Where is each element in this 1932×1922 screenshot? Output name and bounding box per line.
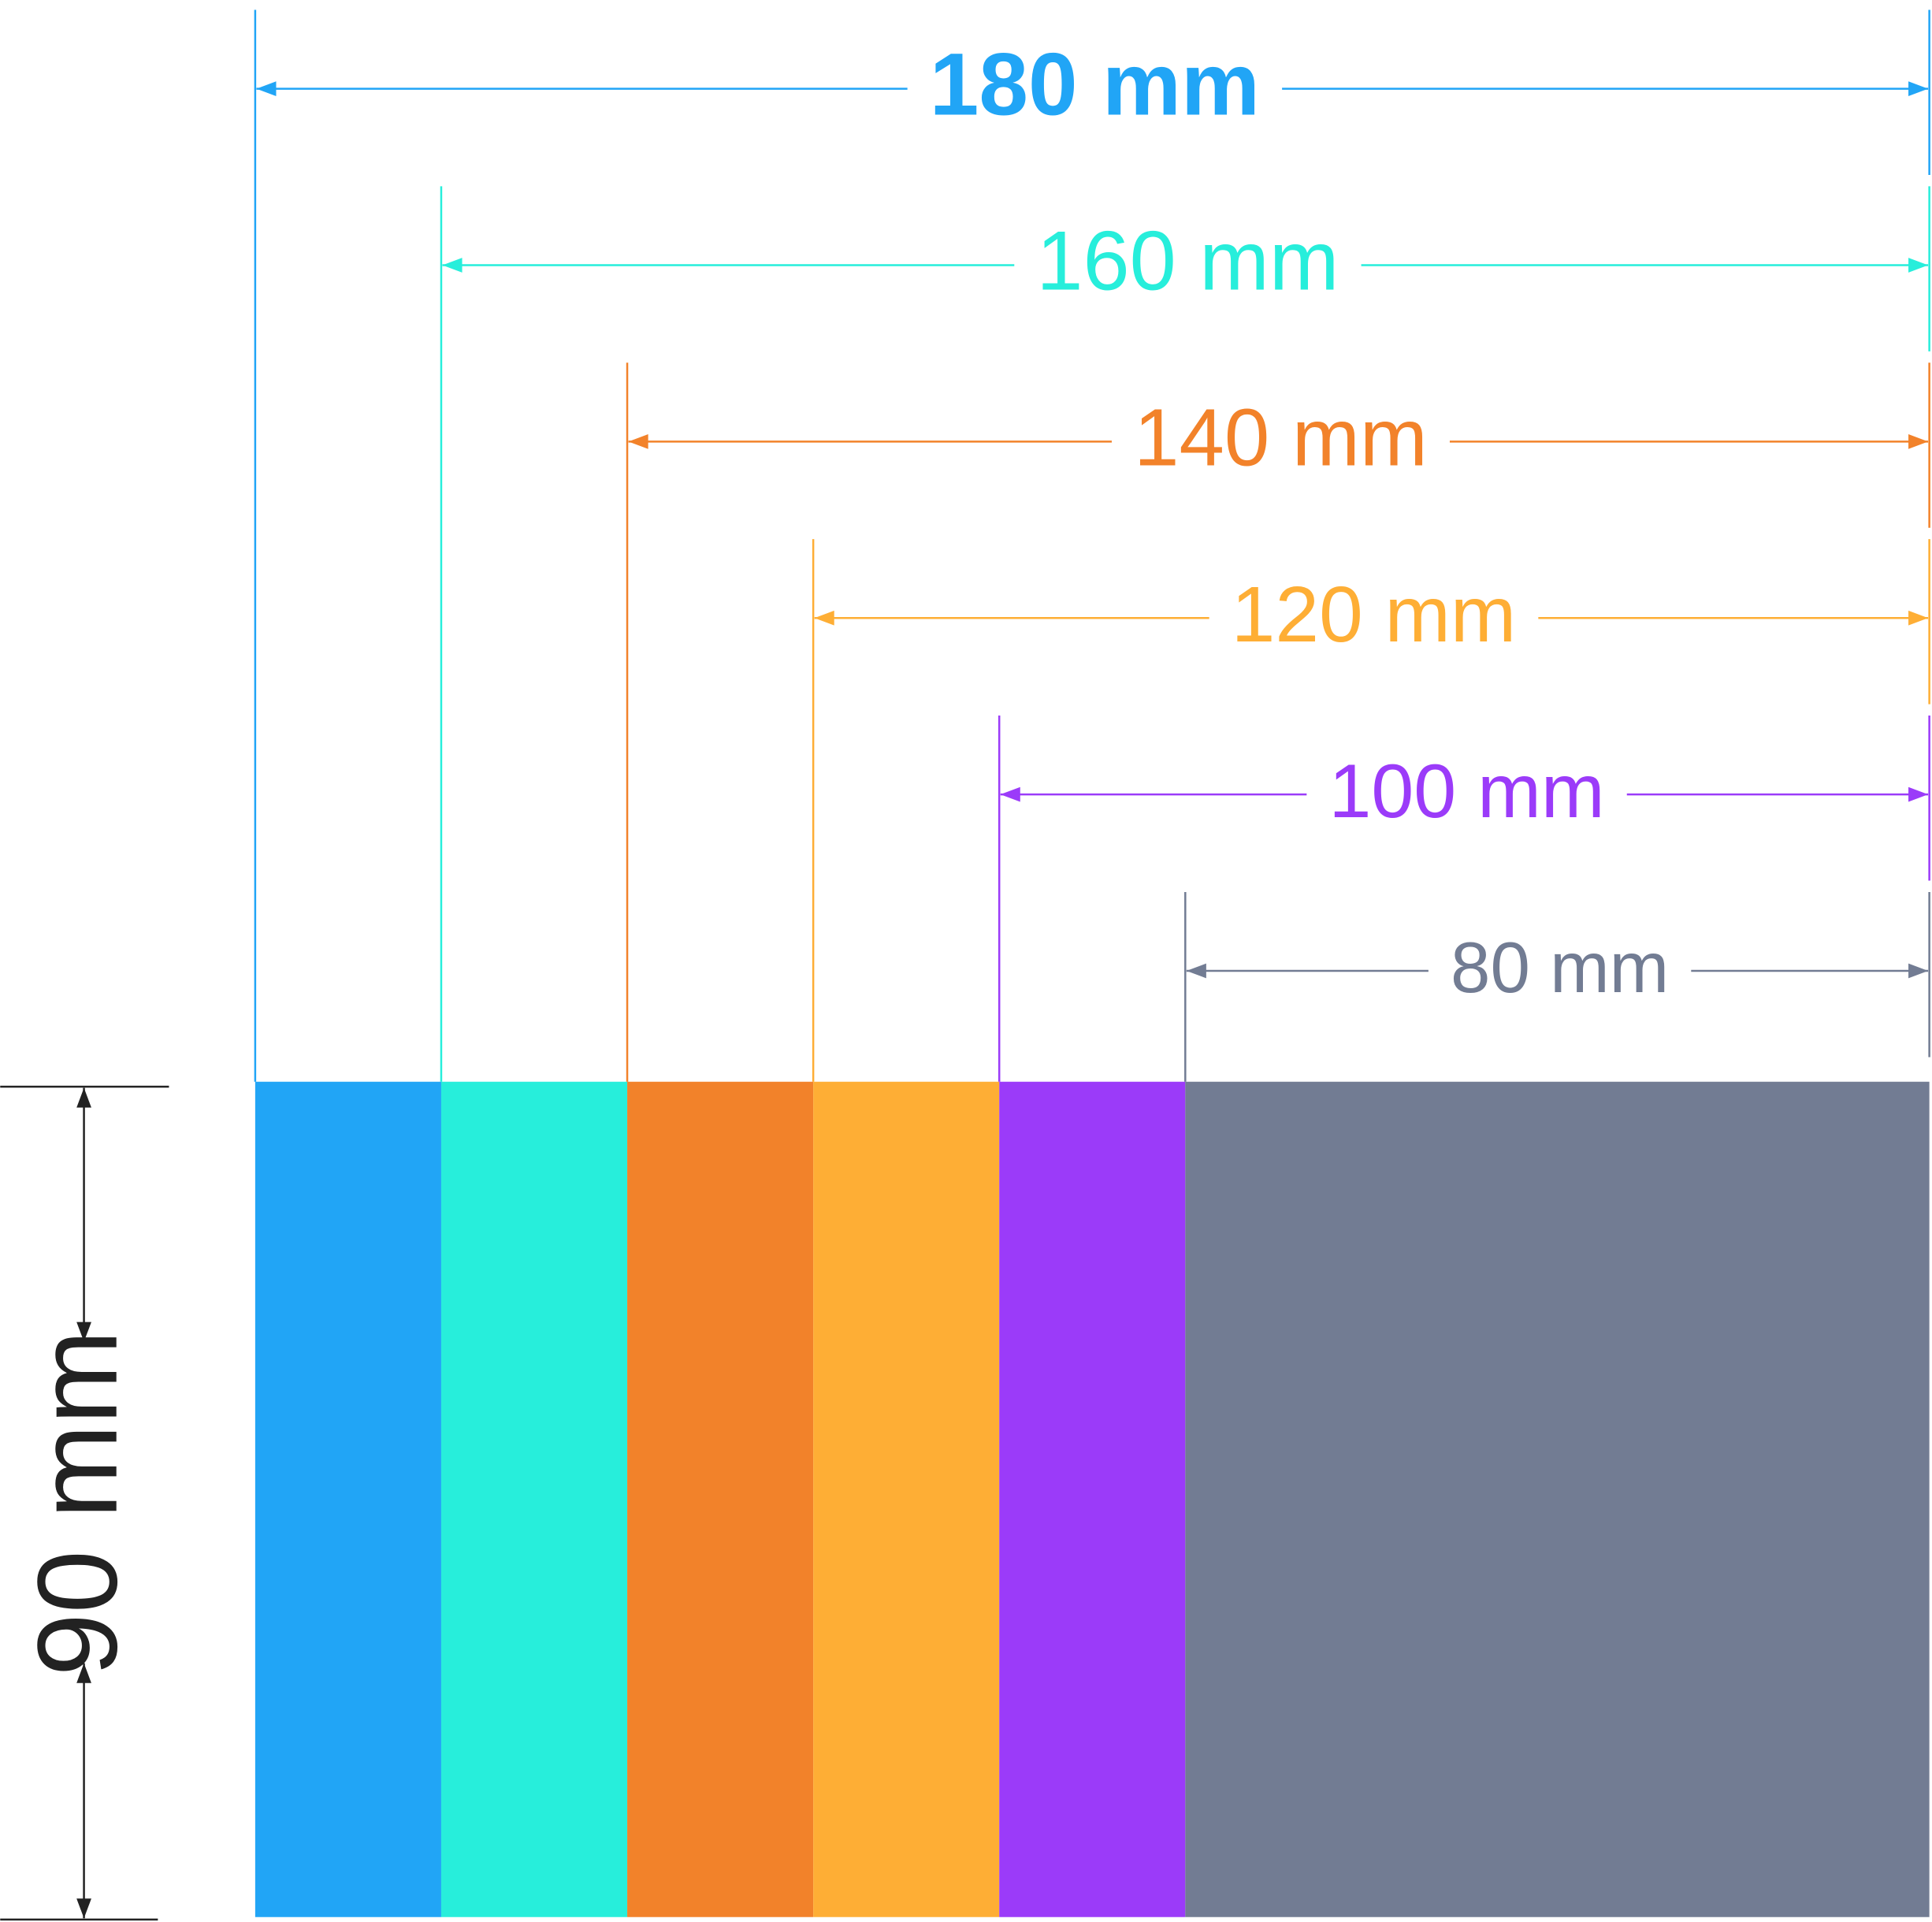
arrow-head (76, 1898, 91, 1919)
arrow-head (1908, 81, 1929, 96)
arrow-head (1186, 963, 1206, 979)
arrow-head (628, 433, 648, 449)
size-block (999, 1081, 1186, 1917)
arrow-head (76, 1087, 91, 1108)
arrow-head (1000, 786, 1020, 802)
size-block (813, 1081, 1000, 1917)
dimension-label: 120 mm (1232, 571, 1516, 659)
arrow-head (1908, 786, 1929, 802)
arrow-head (1908, 610, 1929, 626)
label-background (1428, 963, 1692, 979)
arrow-head (1908, 963, 1929, 979)
label-background (1111, 433, 1450, 449)
dimension-label: 180 mm (930, 34, 1260, 133)
dimension-label: 140 mm (1134, 392, 1428, 483)
dimension-label: 80 mm (1451, 928, 1669, 1008)
arrow-head (76, 1322, 91, 1342)
dimension-label: 160 mm (1036, 214, 1339, 308)
arrow-head (256, 81, 277, 96)
arrow-head (1908, 433, 1929, 449)
dimension-label: 100 mm (1328, 748, 1604, 834)
label-background (1306, 786, 1627, 802)
size-block (1185, 1081, 1930, 1917)
label-background (1209, 610, 1539, 626)
size-block (440, 1081, 628, 1917)
label-background (907, 81, 1283, 96)
arrow-head (76, 1663, 91, 1683)
label-background (1014, 258, 1362, 273)
arrow-head (814, 610, 834, 626)
arrow-head (442, 258, 463, 273)
arrow-head (1908, 258, 1929, 273)
height-label: 90 mm (15, 1330, 141, 1677)
size-block (627, 1081, 814, 1917)
size-block (255, 1081, 441, 1917)
